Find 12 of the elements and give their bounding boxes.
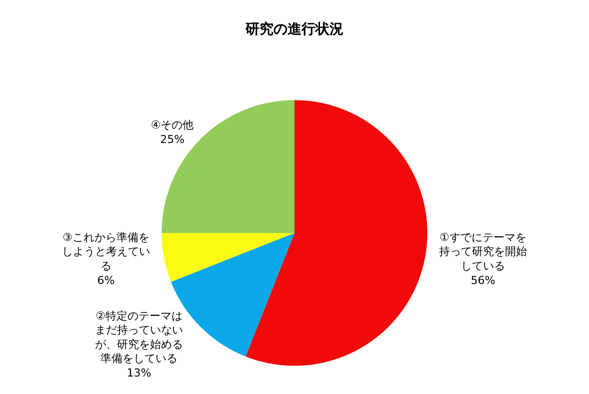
slice-label: ②特定のテーマはまだ持っていないが、研究を始める準備をしている (95, 309, 184, 366)
chart-title: 研究の進行状況 (244, 20, 344, 38)
data-label: 6% (97, 274, 115, 287)
slice-label: ④その他 (150, 118, 194, 132)
slice-label: ①すでにテーマを持って研究を開始している (438, 230, 527, 272)
data-label: 56% (470, 274, 496, 287)
data-label: 13% (126, 366, 152, 380)
data-label: 25% (160, 132, 185, 146)
pie-slice (162, 100, 294, 233)
pie-slice (162, 232, 294, 282)
slice-label: ③これから準備をしようと考えている (62, 230, 150, 272)
pie-slice (246, 100, 428, 366)
